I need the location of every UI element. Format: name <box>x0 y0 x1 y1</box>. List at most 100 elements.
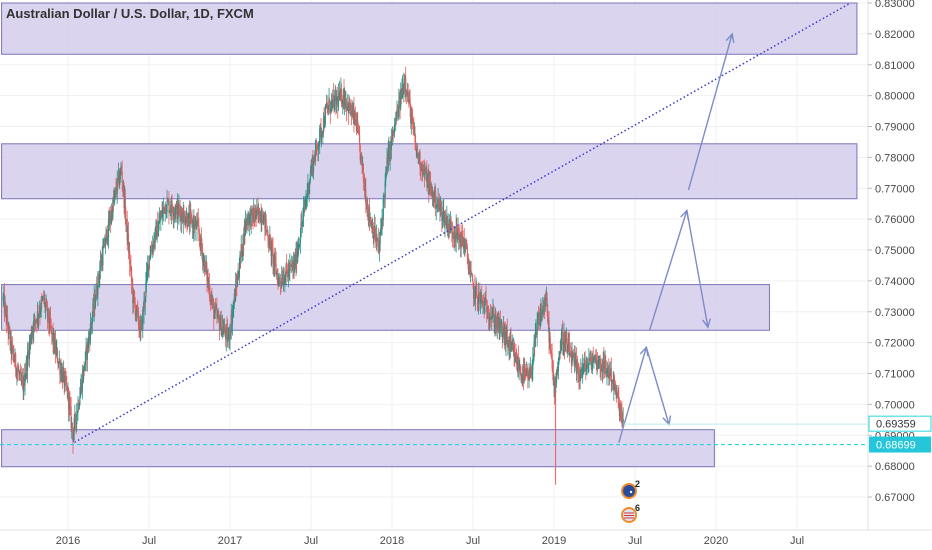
candle-body <box>89 323 92 341</box>
candle-body <box>479 296 482 303</box>
price-zone-rectangle[interactable] <box>1 284 770 331</box>
candle-body <box>585 367 587 372</box>
candle-body <box>593 359 595 364</box>
candle-body <box>104 239 106 247</box>
price-zone-rectangle[interactable] <box>1 2 858 55</box>
candle-body <box>129 264 131 267</box>
candle-body <box>588 357 590 366</box>
candle-body <box>302 214 304 222</box>
candle-body <box>485 298 487 303</box>
horizontal-price-line[interactable] <box>0 423 868 446</box>
candle-body <box>363 179 365 182</box>
candle-body <box>56 348 58 350</box>
projection-arrows[interactable] <box>618 32 735 443</box>
candle-body <box>251 208 254 215</box>
candle-body <box>33 316 35 321</box>
projection-arrow[interactable] <box>686 210 711 329</box>
projection-arrow[interactable] <box>645 347 672 426</box>
candle-body <box>32 329 34 333</box>
candle-body <box>26 352 29 372</box>
candle-body <box>71 422 73 432</box>
candle-body <box>61 370 63 378</box>
candle-body <box>520 373 522 380</box>
candle-body <box>448 219 450 228</box>
candle-body <box>327 106 329 110</box>
candle-body <box>475 285 477 288</box>
candle-body <box>453 233 455 239</box>
candle-body <box>471 273 473 275</box>
candle-body <box>322 132 324 134</box>
event-flag-united-states[interactable]: 6 <box>621 503 640 523</box>
candle-body <box>104 244 106 247</box>
candle-body <box>6 315 9 327</box>
candle-body <box>161 211 163 217</box>
candle-body <box>496 325 498 329</box>
candle-body <box>45 302 47 306</box>
candle-body <box>349 101 351 111</box>
candle-body <box>132 291 135 304</box>
candle-body <box>28 352 30 360</box>
candle-body <box>393 124 396 134</box>
candle-body <box>335 92 337 105</box>
candle-body <box>113 197 115 202</box>
candle-body <box>276 272 278 277</box>
candle-body <box>523 368 525 383</box>
price-zone-rectangle[interactable] <box>1 429 715 468</box>
candle-body <box>107 237 109 242</box>
candle-body <box>70 406 72 428</box>
candle-body <box>292 261 295 268</box>
candle-body <box>549 338 551 344</box>
candle-body <box>495 317 497 326</box>
candle-body <box>529 373 531 378</box>
time-axis[interactable]: 2016 Jul 2017 Jul 2018 Jul 2019 Jul 2020 Jul <box>56 535 804 547</box>
candle-body <box>217 313 219 316</box>
candle-body <box>99 261 101 270</box>
candle-body <box>480 296 482 298</box>
candle-body <box>14 353 16 363</box>
candle-body <box>412 123 414 126</box>
candle-body <box>227 338 229 342</box>
candle-body <box>444 217 447 219</box>
candle-body <box>468 269 470 274</box>
candle-body <box>125 218 128 221</box>
candle-body <box>345 101 347 107</box>
trendline-layer[interactable] <box>74 2 851 444</box>
candle-body <box>229 332 231 340</box>
dotted-trendline[interactable] <box>74 2 851 444</box>
candle-body <box>447 225 449 233</box>
candle-body <box>392 130 394 134</box>
candle-body <box>239 255 241 269</box>
economic-event-flags[interactable]: 26 <box>621 479 640 523</box>
candle-body <box>368 207 370 220</box>
candle-body <box>112 199 114 218</box>
candle-body <box>467 257 469 265</box>
event-flag-australia[interactable]: 2 <box>621 479 640 499</box>
candle-body <box>201 251 204 263</box>
candle-body <box>192 222 194 231</box>
candle-body <box>585 364 587 372</box>
candle-body <box>182 209 184 223</box>
candle-body <box>518 369 520 371</box>
candle-body <box>253 210 255 222</box>
candle-body <box>41 299 43 301</box>
candle-body <box>541 309 543 320</box>
candle-body <box>594 354 596 356</box>
candle-body <box>283 277 285 284</box>
projection-arrow[interactable] <box>687 32 735 191</box>
candle-body <box>179 209 181 214</box>
candle-body <box>349 103 351 111</box>
candle-body <box>320 127 322 139</box>
candle-body <box>198 225 200 235</box>
candle-body <box>487 317 490 318</box>
candle-body <box>504 326 506 340</box>
candle-body <box>397 110 399 118</box>
candle-body <box>25 373 27 379</box>
candle-body <box>542 305 545 312</box>
candle-body <box>245 219 247 223</box>
support-resistance-zones[interactable] <box>1 2 858 468</box>
candle-body <box>185 220 187 224</box>
candle-body <box>449 223 452 233</box>
projection-arrow[interactable] <box>618 345 649 443</box>
